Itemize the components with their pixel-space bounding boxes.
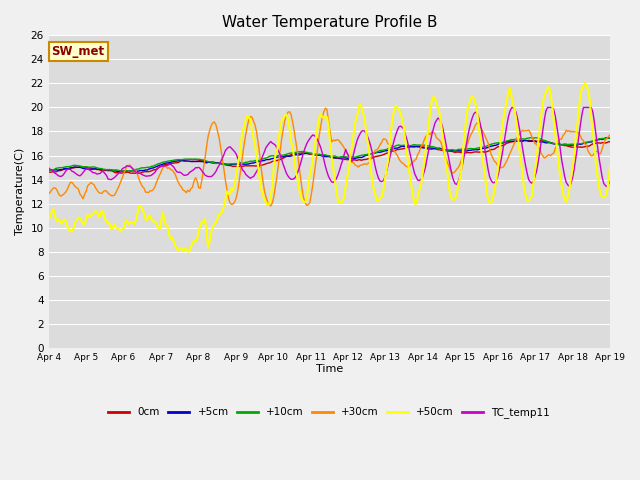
+50cm xyxy=(232,171,240,177)
+5cm xyxy=(116,169,124,175)
+30cm xyxy=(212,122,220,128)
+5cm xyxy=(577,142,584,147)
Legend: 0cm, +5cm, +10cm, +30cm, +50cm, TC_temp11: 0cm, +5cm, +10cm, +30cm, +50cm, TC_temp1… xyxy=(104,403,554,422)
X-axis label: Time: Time xyxy=(316,364,343,374)
+50cm xyxy=(184,249,191,254)
0cm xyxy=(520,137,528,143)
+5cm xyxy=(45,167,52,173)
+30cm xyxy=(606,132,614,138)
+5cm xyxy=(214,160,221,166)
Text: SW_met: SW_met xyxy=(51,45,104,58)
+30cm xyxy=(231,199,239,204)
+5cm xyxy=(606,135,614,141)
+30cm xyxy=(45,191,52,197)
+10cm xyxy=(606,135,614,141)
+5cm xyxy=(292,152,300,157)
+5cm xyxy=(603,135,611,141)
TC_temp11 xyxy=(603,184,611,190)
Title: Water Temperature Profile B: Water Temperature Profile B xyxy=(221,15,437,30)
TC_temp11 xyxy=(114,171,122,177)
TC_temp11 xyxy=(231,149,239,155)
0cm xyxy=(292,151,300,156)
+50cm xyxy=(214,216,221,221)
+50cm xyxy=(242,117,250,123)
TC_temp11 xyxy=(291,176,298,181)
+50cm xyxy=(606,163,614,168)
+30cm xyxy=(292,138,300,144)
+50cm xyxy=(114,226,122,231)
Line: TC_temp11: TC_temp11 xyxy=(49,108,610,187)
0cm xyxy=(214,160,221,166)
+50cm xyxy=(45,216,52,222)
+30cm xyxy=(240,142,248,147)
+30cm xyxy=(578,136,586,142)
+50cm xyxy=(577,92,584,98)
TC_temp11 xyxy=(45,165,52,171)
+10cm xyxy=(45,168,52,174)
+30cm xyxy=(267,203,275,209)
+10cm xyxy=(578,141,586,146)
Line: +50cm: +50cm xyxy=(49,83,610,252)
Line: +30cm: +30cm xyxy=(49,108,610,206)
+50cm xyxy=(292,168,300,173)
+10cm xyxy=(242,159,250,165)
0cm xyxy=(606,139,614,144)
+30cm xyxy=(321,105,329,111)
0cm xyxy=(45,169,52,175)
Line: +10cm: +10cm xyxy=(49,138,610,171)
TC_temp11 xyxy=(509,105,517,110)
+5cm xyxy=(242,161,250,167)
+30cm xyxy=(114,186,122,192)
Line: 0cm: 0cm xyxy=(49,140,610,173)
+10cm xyxy=(125,168,132,174)
TC_temp11 xyxy=(240,168,248,174)
+10cm xyxy=(292,149,300,155)
+10cm xyxy=(214,160,221,166)
Line: +5cm: +5cm xyxy=(49,138,610,172)
Y-axis label: Temperature(C): Temperature(C) xyxy=(15,148,25,235)
0cm xyxy=(578,144,586,150)
0cm xyxy=(242,163,250,168)
TC_temp11 xyxy=(577,122,584,128)
TC_temp11 xyxy=(212,168,220,174)
0cm xyxy=(232,164,240,169)
+10cm xyxy=(232,161,240,167)
0cm xyxy=(114,169,122,175)
0cm xyxy=(131,170,138,176)
+10cm xyxy=(114,168,122,173)
+5cm xyxy=(114,168,122,174)
+10cm xyxy=(527,135,534,141)
+5cm xyxy=(232,161,240,167)
TC_temp11 xyxy=(606,179,614,184)
+50cm xyxy=(581,80,589,86)
